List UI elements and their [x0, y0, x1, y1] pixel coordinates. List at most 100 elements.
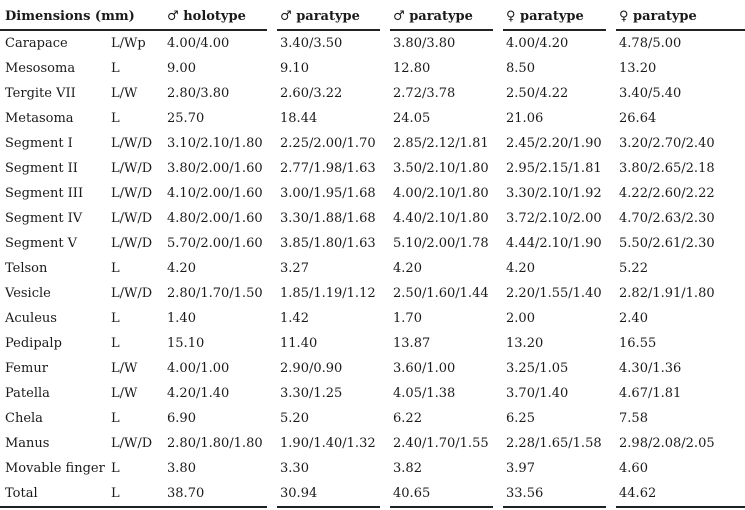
table-row: Patella L/W 4.20/1.40 3.30/1.25 4.05/1.38 3.7…: [0, 381, 745, 406]
row-value: 1.42: [280, 311, 309, 326]
row-value: 4.00/4.20: [506, 36, 569, 51]
table-row: Femur L/W 4.00/1.00 2.90/0.90 3.60/1.00 3.25/…: [0, 356, 745, 381]
row-part-label: Tergite VII: [5, 86, 76, 101]
row-value: 2.50/4.22: [506, 86, 569, 101]
row-part-label: Chela: [5, 411, 43, 426]
row-value: 2.00: [506, 311, 535, 326]
row-measure-type: L: [109, 481, 165, 508]
row-measure-type: L/Wp: [111, 36, 146, 51]
table-row: Segment II L/W/D 3.80/2.00/1.60 2.77/1.98/1…: [0, 156, 745, 181]
row-value: 3.80/2.65/2.18: [619, 161, 715, 176]
table-row: Metasoma L 25.70 18.44 24.05 21.06 26.64: [0, 106, 745, 131]
row-part-label: Metasoma: [5, 111, 74, 126]
row-part-label: Manus: [5, 436, 50, 451]
header-row: Dimensions (mm) ♂ holotype ♂ paratype ♂ …: [0, 4, 745, 31]
row-value: 18.44: [280, 111, 318, 126]
row-part-label: Mesosoma: [5, 61, 76, 76]
row-value: 38.70: [164, 481, 268, 508]
row-value: 13.20: [506, 336, 544, 351]
row-part-label: Aculeus: [5, 311, 57, 326]
row-value: 9.10: [280, 61, 309, 76]
row-part-label: Telson: [5, 261, 48, 276]
row-part-label: Pedipalp: [5, 336, 62, 351]
row-value: 3.30/2.10/1.92: [506, 186, 602, 201]
row-value: 4.44/2.10/1.90: [506, 236, 602, 251]
row-value: 4.22/2.60/2.22: [619, 186, 715, 201]
row-value: 3.20/2.70/2.40: [619, 136, 715, 151]
row-measure-type: L/W/D: [111, 211, 153, 226]
table-row: Tergite VII L/W 2.80/3.80 2.60/3.22 2.72/3.7…: [0, 81, 745, 106]
row-part-label: Patella: [5, 386, 50, 401]
row-value: 6.90: [167, 411, 196, 426]
row-value: 3.80: [167, 461, 196, 476]
row-value: 2.50/1.60/1.44: [393, 286, 489, 301]
row-value: 44.62: [616, 481, 745, 508]
row-value: 4.60: [619, 461, 648, 476]
row-measure-type: L: [111, 311, 120, 326]
row-value: 5.22: [619, 261, 648, 276]
row-value: 4.70/2.63/2.30: [619, 211, 715, 226]
row-value: 3.82: [393, 461, 422, 476]
row-value: 30.94: [277, 481, 381, 508]
row-value: 2.77/1.98/1.63: [280, 161, 376, 176]
row-value: 2.45/2.20/1.90: [506, 136, 602, 151]
row-value: 3.30: [280, 461, 309, 476]
row-value: 4.10/2.00/1.60: [167, 186, 263, 201]
row-value: 4.00/2.10/1.80: [393, 186, 489, 201]
row-value: 33.56: [503, 481, 607, 508]
row-measure-type: L/W/D: [111, 436, 153, 451]
row-value: 3.10/2.10/1.80: [167, 136, 263, 151]
row-part-label: Carapace: [5, 36, 68, 51]
row-measure-type: L/W/D: [111, 161, 153, 176]
row-measure-type: L/W: [111, 86, 138, 101]
row-value: 3.80/3.80: [393, 36, 456, 51]
row-value: 5.70/2.00/1.60: [167, 236, 263, 251]
header-specimen-4: ♀ paratype: [503, 4, 607, 31]
row-value: 13.20: [619, 61, 657, 76]
row-value: 4.00/4.00: [167, 36, 230, 51]
row-value: 2.90/0.90: [280, 361, 343, 376]
table-row: Segment IV L/W/D 4.80/2.00/1.60 3.30/1.88/1…: [0, 206, 745, 231]
row-value: 2.25/2.00/1.70: [280, 136, 376, 151]
row-part-label: Segment III: [5, 186, 84, 201]
row-value: 1.70: [393, 311, 422, 326]
table-row: Chela L 6.90 5.20 6.22 6.25 7.58: [0, 406, 745, 431]
row-measure-type: L: [111, 461, 120, 476]
table-row: Segment V L/W/D 5.70/2.00/1.60 3.85/1.80/1.…: [0, 231, 745, 256]
row-value: 3.80/2.00/1.60: [167, 161, 263, 176]
row-value: 3.25/1.05: [506, 361, 569, 376]
row-measure-type: L/W: [111, 361, 138, 376]
row-value: 3.00/1.95/1.68: [280, 186, 376, 201]
row-value: 3.50/2.10/1.80: [393, 161, 489, 176]
row-value: 2.60/3.22: [280, 86, 343, 101]
table-row: Vesicle L/W/D 2.80/1.70/1.50 1.85/1.19/1.12…: [0, 281, 745, 306]
row-value: 4.05/1.38: [393, 386, 456, 401]
row-measure-type: L/W/D: [111, 286, 153, 301]
row-value: 3.30/1.88/1.68: [280, 211, 376, 226]
table-row: Manus L/W/D 2.80/1.80/1.80 1.90/1.40/1.32 2.…: [0, 431, 745, 456]
row-measure-type: L/W/D: [111, 136, 153, 151]
row-measure-type: L: [111, 261, 120, 276]
row-value: 1.85/1.19/1.12: [280, 286, 376, 301]
row-value: 3.40/5.40: [619, 86, 682, 101]
row-value: 2.40/1.70/1.55: [393, 436, 489, 451]
row-value: 2.98/2.08/2.05: [619, 436, 715, 451]
row-value: 2.28/1.65/1.58: [506, 436, 602, 451]
row-part-label: Femur: [5, 361, 48, 376]
row-part-label: Segment V: [5, 236, 78, 251]
row-value: 2.80/1.80/1.80: [167, 436, 263, 451]
row-value: 3.27: [280, 261, 309, 276]
table-body: Carapace L/Wp 4.00/4.00 3.40/3.50 3.80/3.80 4…: [0, 30, 745, 508]
row-value: 2.80/1.70/1.50: [167, 286, 263, 301]
row-value: 12.80: [393, 61, 431, 76]
table-row: Pedipalp L 15.10 11.40 13.87 13.20 16.55: [0, 331, 745, 356]
row-value: 25.70: [167, 111, 205, 126]
row-value: 3.85/1.80/1.63: [280, 236, 376, 251]
row-value: 6.25: [506, 411, 535, 426]
row-value: 5.20: [280, 411, 309, 426]
row-value: 7.58: [619, 411, 648, 426]
row-value: 5.10/2.00/1.78: [393, 236, 489, 251]
table-row: Aculeus L 1.40 1.42 1.70 2.00 2.40: [0, 306, 745, 331]
row-value: 4.78/5.00: [619, 36, 682, 51]
row-value: 2.40: [619, 311, 648, 326]
